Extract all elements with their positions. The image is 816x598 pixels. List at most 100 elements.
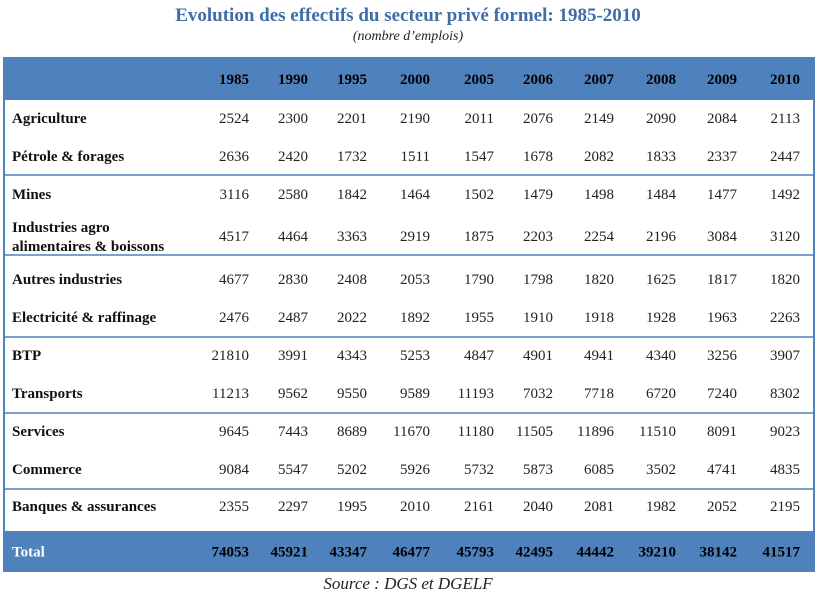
table-cell: 1732	[337, 149, 367, 165]
table-cell: 2082	[584, 149, 614, 165]
row-label: Transports	[12, 386, 83, 402]
table-cell: 5926	[400, 462, 431, 478]
table-cell: 4343	[337, 348, 367, 364]
table-cell: 2190	[400, 111, 430, 127]
table-cell: 5253	[400, 348, 430, 364]
table-cell: 2476	[219, 310, 250, 326]
table-cell: 1833	[646, 149, 676, 165]
table-cell: 1798	[523, 272, 553, 288]
table-cell: 1820	[770, 272, 800, 288]
table-cell: 9550	[337, 386, 367, 402]
table-cell: 3120	[770, 229, 800, 245]
source-note: Source : DGS et DGELF	[323, 574, 493, 593]
total-cell: 46477	[393, 545, 431, 561]
table-cell: 1464	[400, 187, 431, 203]
row-label: Agriculture	[12, 111, 87, 127]
employment-table: 1985 1990 1995 2000 2005 2006 2007 2008 2009 2010…	[5, 57, 813, 572]
total-cell: 42495	[516, 545, 554, 561]
column-header: 2006	[523, 72, 554, 88]
table-cell: 2919	[400, 229, 430, 245]
table-cell: 11896	[577, 424, 614, 440]
table-cell: 4340	[646, 348, 676, 364]
table-cell: 8091	[707, 424, 737, 440]
table-cell: 4517	[219, 229, 250, 245]
table-cell: 3907	[770, 348, 801, 364]
table-cell: 11213	[212, 386, 249, 402]
total-label: Total	[12, 545, 45, 561]
table-cell: 4677	[219, 272, 250, 288]
table-cell: 7240	[707, 386, 737, 402]
row-label: Mines	[12, 187, 51, 203]
row-label: Electricité & raffinage	[12, 310, 156, 326]
table-cell: 1892	[400, 310, 430, 326]
table-cell: 5732	[464, 462, 494, 478]
table-cell: 2010	[400, 499, 430, 515]
column-header: 2010	[770, 72, 800, 88]
table-cell: 2113	[771, 111, 800, 127]
table-cell: 2161	[464, 499, 494, 515]
total-band	[5, 531, 813, 572]
table-cell: 3363	[337, 229, 367, 245]
column-header: 2007	[584, 72, 615, 88]
table-cell: 21810	[212, 348, 250, 364]
table-cell: 4464	[278, 229, 309, 245]
row-label: BTP	[12, 348, 41, 364]
table-cell: 2636	[219, 149, 250, 165]
table-cell: 5202	[337, 462, 367, 478]
table-cell: 8302	[770, 386, 800, 402]
table-cell: 2408	[337, 272, 367, 288]
total-cell: 39210	[639, 545, 677, 561]
table-cell: 11505	[516, 424, 553, 440]
table-cell: 1625	[646, 272, 676, 288]
table-cell: 6085	[584, 462, 614, 478]
table-subtitle: (nombre d’emplois)	[352, 29, 464, 44]
row-label: Industries agro	[12, 220, 110, 236]
column-header: 2005	[464, 72, 494, 88]
table-cell: 1492	[770, 187, 800, 203]
table-cell: 1875	[464, 229, 494, 245]
table-cell: 2090	[646, 111, 676, 127]
table-cell: 2203	[523, 229, 553, 245]
table-cell: 2040	[523, 499, 553, 515]
table-cell: 1511	[401, 149, 430, 165]
table-cell: 3116	[220, 187, 250, 203]
table-cell: 2297	[278, 499, 309, 515]
table-cell: 4741	[707, 462, 737, 478]
table-cell: 7718	[584, 386, 614, 402]
table-cell: 2524	[219, 111, 250, 127]
table-cell: 5873	[523, 462, 553, 478]
table-cell: 9084	[219, 462, 250, 478]
table-cell: 4901	[523, 348, 553, 364]
table-cell: 2149	[584, 111, 614, 127]
table-cell: 5547	[278, 462, 309, 478]
column-header: 2000	[400, 72, 430, 88]
table-cell: 1547	[464, 149, 495, 165]
table-cell: 7443	[278, 424, 308, 440]
table-cell: 11180	[458, 424, 494, 440]
table-cell: 1477	[707, 187, 738, 203]
table-cell: 2052	[707, 499, 737, 515]
table-cell: 2084	[707, 111, 738, 127]
total-cell: 44442	[577, 545, 615, 561]
column-header: 1990	[278, 72, 308, 88]
table-cell: 1479	[523, 187, 553, 203]
row-label: Banques & assurances	[12, 499, 156, 515]
table-cell: 2011	[465, 111, 494, 127]
row-label: Pétrole & forages	[12, 149, 124, 165]
table-cell: 1982	[646, 499, 676, 515]
table-cell: 2254	[584, 229, 615, 245]
table-cell: 6720	[646, 386, 676, 402]
row-label: Services	[12, 424, 65, 440]
table-cell: 1678	[523, 149, 553, 165]
table-cell: 2487	[278, 310, 309, 326]
total-cell: 45921	[271, 545, 309, 561]
table-cell: 2196	[646, 229, 677, 245]
table-cell: 11670	[393, 424, 430, 440]
table-cell: 1928	[646, 310, 676, 326]
table-cell: 3991	[278, 348, 308, 364]
table-cell: 9023	[770, 424, 800, 440]
total-cell: 43347	[330, 545, 368, 561]
table-cell: 1484	[646, 187, 677, 203]
table-cell: 1498	[584, 187, 614, 203]
table-cell: 2076	[523, 111, 554, 127]
